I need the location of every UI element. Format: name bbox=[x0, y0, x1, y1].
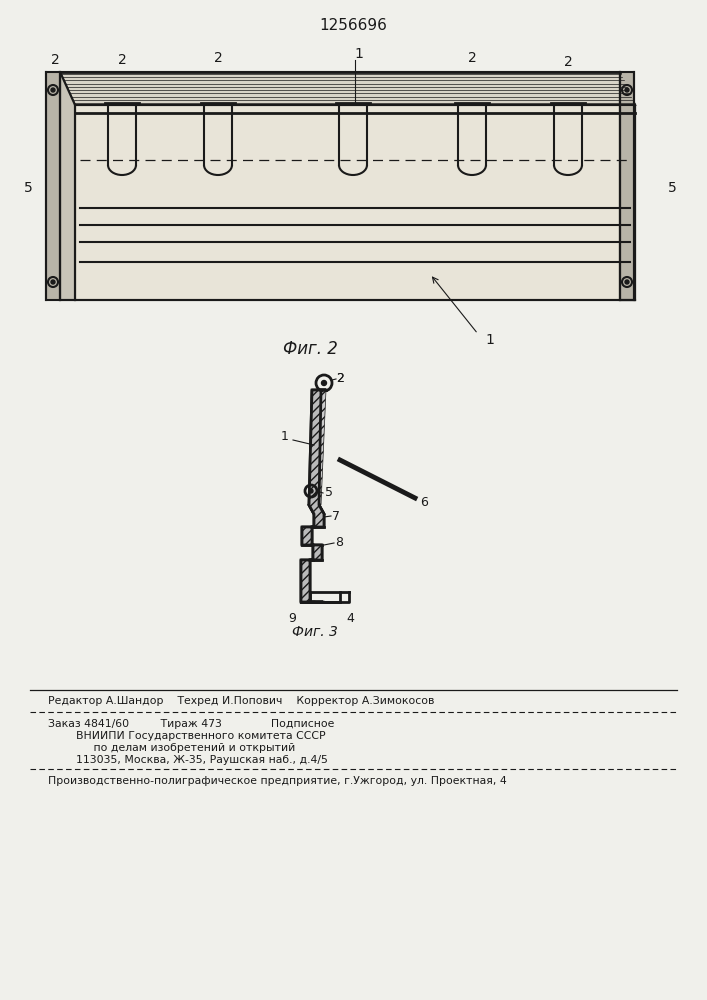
Text: 9: 9 bbox=[288, 612, 296, 625]
Text: 2: 2 bbox=[51, 53, 59, 67]
Text: 2: 2 bbox=[214, 51, 223, 65]
Text: 6: 6 bbox=[420, 496, 428, 510]
Text: 2: 2 bbox=[336, 371, 344, 384]
Polygon shape bbox=[75, 105, 635, 300]
Text: 5: 5 bbox=[667, 181, 677, 195]
Text: ВНИИПИ Государственного комитета СССР: ВНИИПИ Государственного комитета СССР bbox=[48, 731, 326, 741]
Text: 2: 2 bbox=[336, 371, 344, 384]
Text: 4: 4 bbox=[346, 612, 354, 625]
Text: 7: 7 bbox=[332, 510, 340, 522]
Text: 1: 1 bbox=[281, 430, 289, 444]
Text: 1: 1 bbox=[355, 47, 363, 61]
Polygon shape bbox=[301, 390, 326, 602]
Polygon shape bbox=[620, 72, 635, 300]
Polygon shape bbox=[312, 390, 326, 505]
Text: 1256696: 1256696 bbox=[319, 18, 387, 33]
Polygon shape bbox=[60, 72, 635, 105]
Text: 8: 8 bbox=[335, 536, 343, 550]
Bar bbox=[46, 72, 60, 300]
Circle shape bbox=[625, 88, 629, 92]
Text: 2: 2 bbox=[467, 51, 477, 65]
Text: Редактор А.Шандор    Техред И.Попович    Корректор А.Зимокосов: Редактор А.Шандор Техред И.Попович Корре… bbox=[48, 696, 434, 706]
Circle shape bbox=[309, 489, 313, 493]
Text: 113035, Москва, Ж-35, Раушская наб., д.4/5: 113035, Москва, Ж-35, Раушская наб., д.4… bbox=[48, 755, 328, 765]
Text: 5: 5 bbox=[23, 181, 33, 195]
Text: по делам изобретений и открытий: по делам изобретений и открытий bbox=[48, 743, 296, 753]
Bar bbox=[620, 72, 634, 300]
Text: 5: 5 bbox=[325, 487, 333, 499]
Circle shape bbox=[51, 88, 55, 92]
Text: Фиг. 2: Фиг. 2 bbox=[283, 340, 337, 358]
Text: Производственно-полиграфическое предприятие, г.Ужгород, ул. Проектная, 4: Производственно-полиграфическое предприя… bbox=[48, 776, 507, 786]
Polygon shape bbox=[60, 72, 75, 300]
Text: Фиг. 3: Фиг. 3 bbox=[292, 625, 338, 639]
Circle shape bbox=[51, 280, 55, 284]
Text: 2: 2 bbox=[563, 55, 573, 69]
Text: 1: 1 bbox=[486, 333, 494, 347]
Text: 2: 2 bbox=[117, 53, 127, 67]
Text: Заказ 4841/60         Тираж 473              Подписное: Заказ 4841/60 Тираж 473 Подписное bbox=[48, 719, 334, 729]
Circle shape bbox=[625, 280, 629, 284]
Circle shape bbox=[322, 380, 327, 385]
